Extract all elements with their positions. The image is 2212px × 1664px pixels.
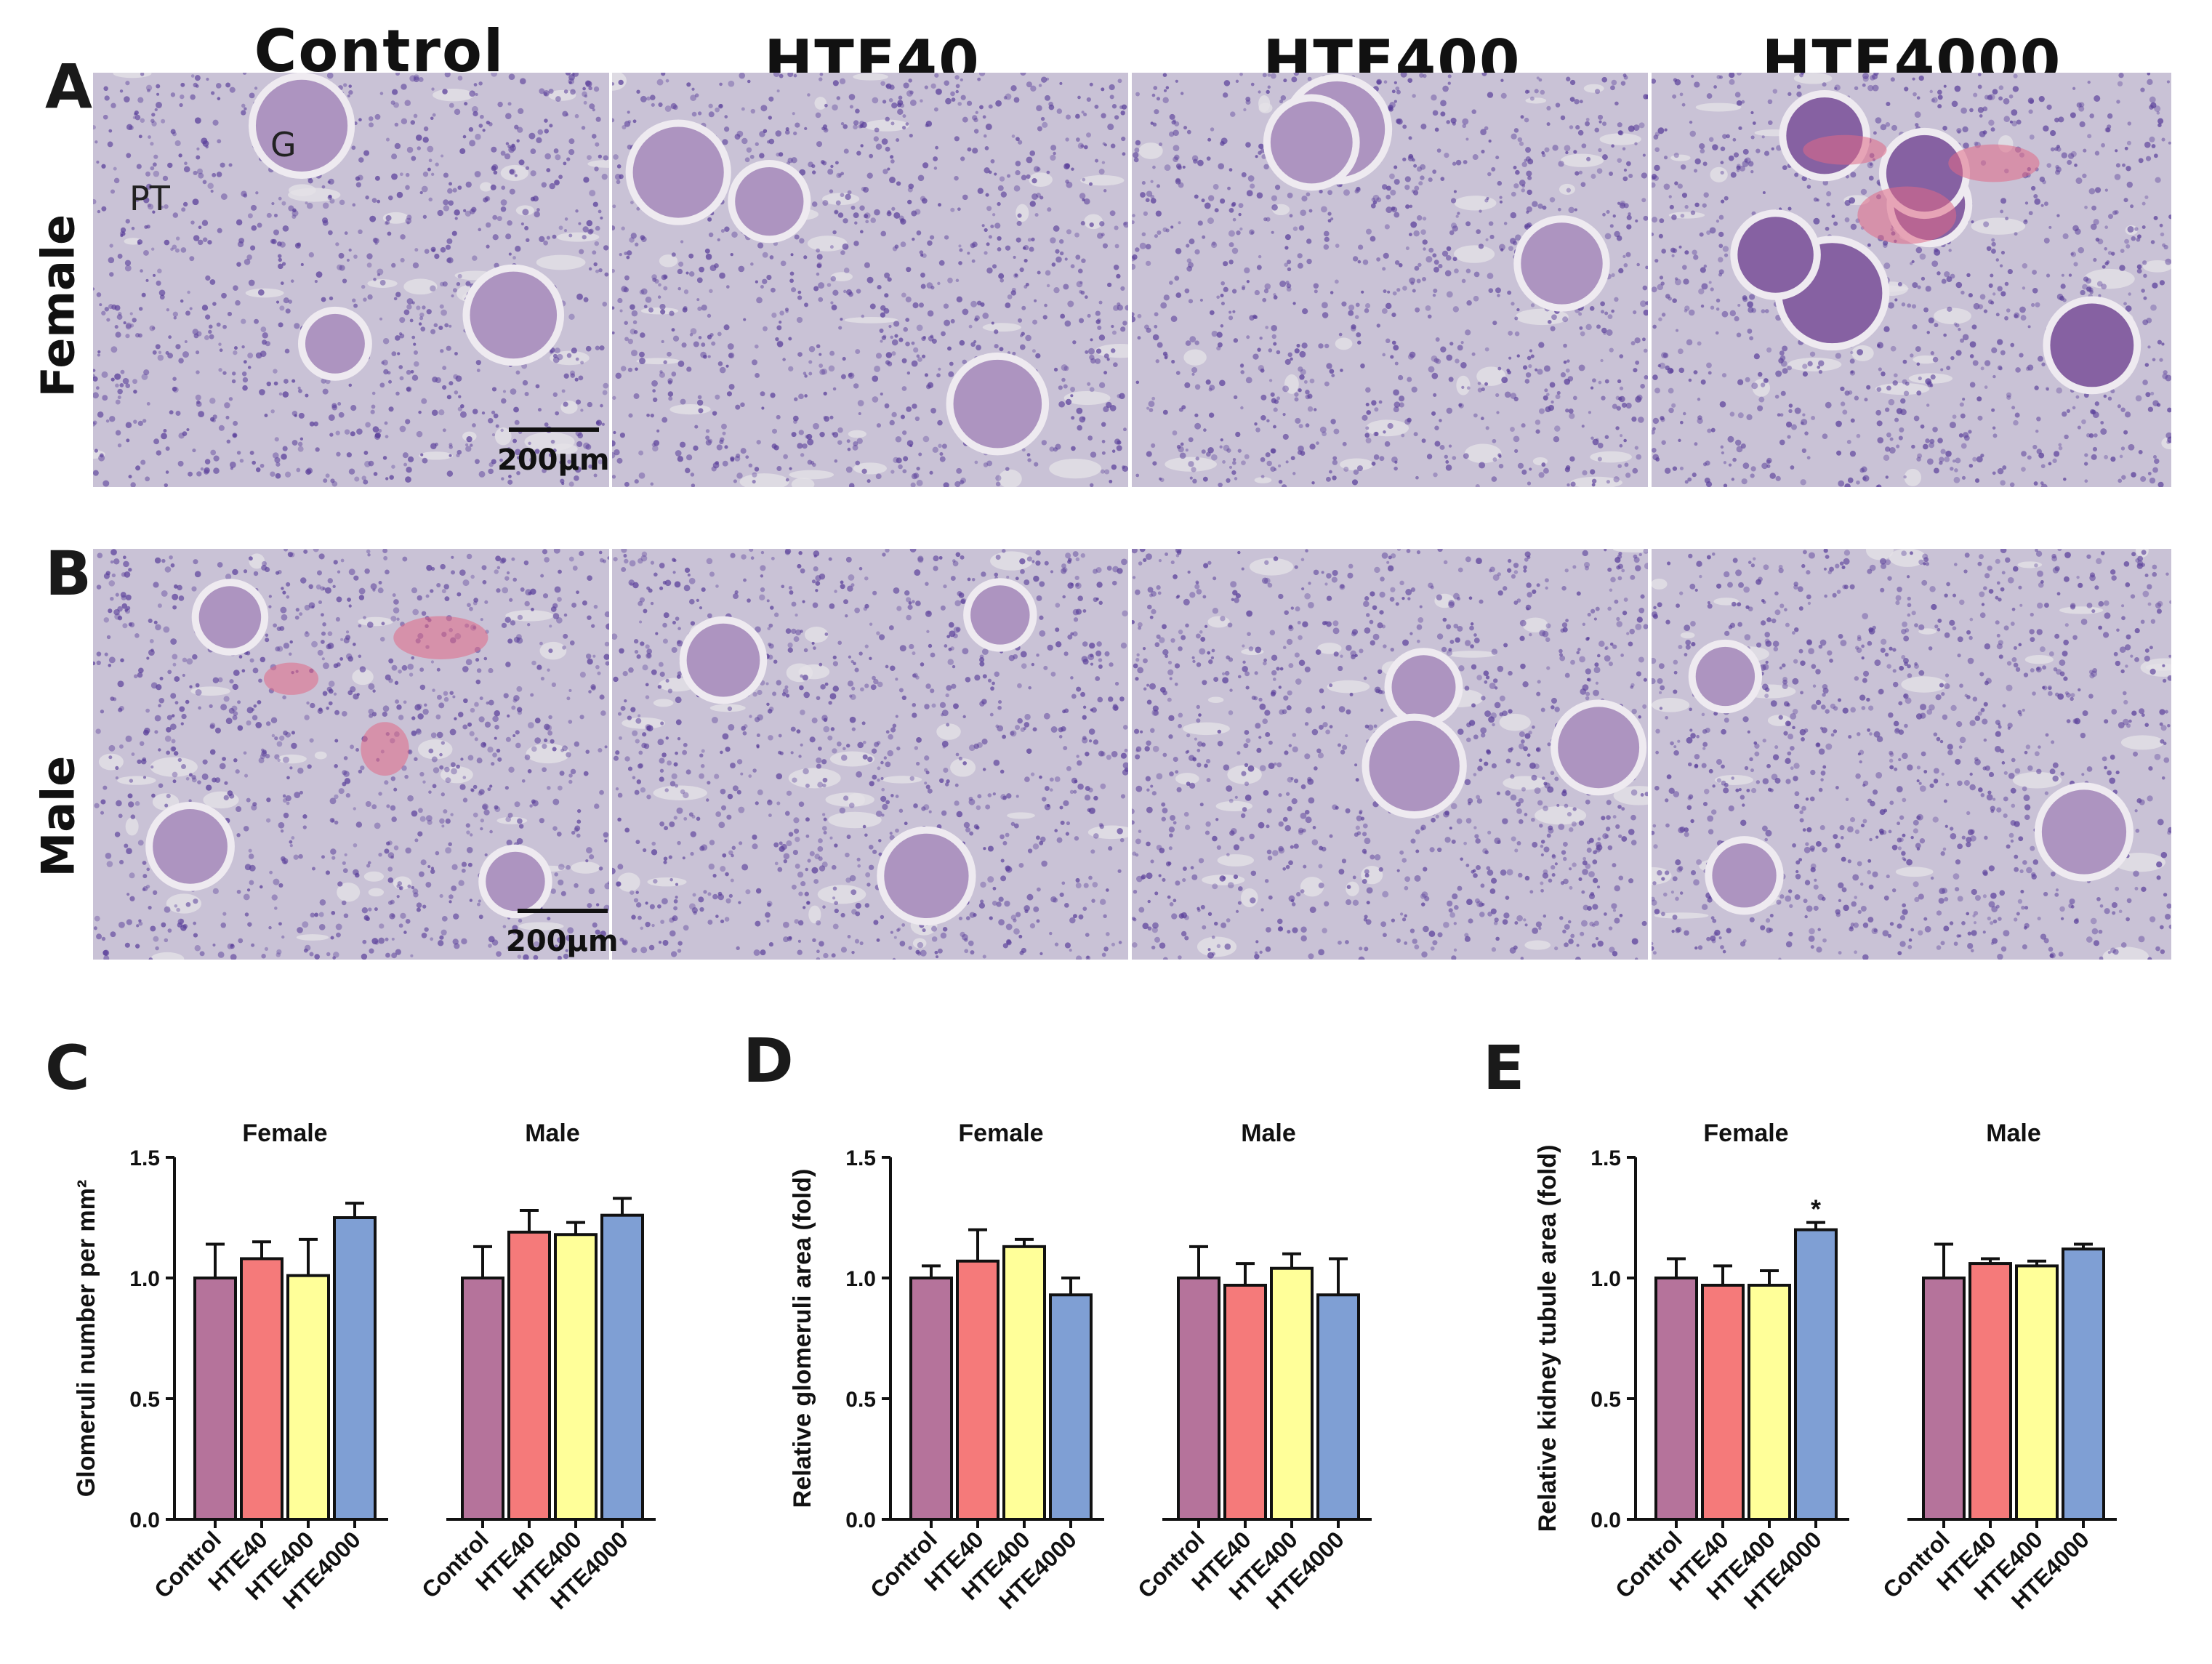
y-axis-label: Relative glomeruli area (fold) [789, 1169, 816, 1508]
bar-female-control [193, 1277, 237, 1521]
panel-letter-d: D [743, 1025, 794, 1096]
bar-female-hte400 [1748, 1283, 1791, 1521]
bar-male-hte400 [1270, 1266, 1314, 1521]
bar-male-hte400 [2015, 1264, 2059, 1521]
y-tick-label: 1.5 [1590, 1146, 1621, 1170]
y-tick-label: 1.0 [1590, 1267, 1621, 1291]
y-axis-label: Glomeruli number per mm² [73, 1180, 100, 1497]
y-tick-label: 0.5 [129, 1388, 160, 1412]
scale-bar-male [518, 909, 608, 913]
y-tick-label: 1.5 [845, 1146, 876, 1170]
scale-bar-label-female: 200µm [497, 443, 610, 477]
bar-male-hte4000 [1316, 1293, 1360, 1521]
micrograph-female-hte4000 [1652, 73, 2171, 487]
bar-male-control [1922, 1277, 1966, 1521]
group-label-male: Male [1241, 1120, 1296, 1147]
bar-female-hte4000 [1794, 1228, 1838, 1521]
y-tick-label: 0.5 [845, 1388, 876, 1412]
bar-male-hte40 [1223, 1283, 1267, 1521]
x-tick-label: Control [417, 1526, 494, 1603]
y-tick-label: 0.5 [1590, 1388, 1621, 1412]
y-tick-label: 0.0 [1590, 1508, 1621, 1532]
scale-bar-female [509, 427, 599, 432]
bar-female-hte4000 [1049, 1293, 1093, 1521]
scale-bar-label-male: 200µm [506, 925, 619, 958]
bar-female-hte400 [286, 1274, 330, 1521]
bar-female-control [1654, 1277, 1698, 1521]
x-tick-label: Control [1610, 1526, 1687, 1603]
micrograph-female-hte40 [612, 73, 1128, 487]
panel-letter-c: C [45, 1032, 90, 1104]
group-label-male: Male [1986, 1120, 2041, 1147]
y-tick-label: 1.0 [129, 1267, 160, 1291]
glomerulus-label: G [270, 125, 297, 164]
y-tick-label: 1.5 [129, 1146, 160, 1170]
x-tick-label: Control [1133, 1526, 1210, 1603]
panel-letter-b: B [45, 538, 92, 609]
bar-male-hte40 [1968, 1262, 2012, 1522]
bar-male-hte4000 [2062, 1247, 2105, 1521]
micrograph-female-hte400 [1132, 73, 1648, 487]
bar-female-hte40 [1701, 1283, 1745, 1521]
bar-male-hte400 [554, 1233, 598, 1522]
micrograph-male-hte40 [612, 549, 1128, 960]
micrograph-male-hte4000 [1652, 549, 2171, 960]
panel-letter-e: E [1483, 1032, 1525, 1104]
micrograph-female-control [93, 73, 609, 487]
bar-chart-glomeruli-area: Relative glomeruli area (fold) 0.0 0.5 1.0 1… [781, 1090, 1457, 1657]
group-label-female: Female [958, 1120, 1043, 1147]
bar-female-hte40 [240, 1257, 283, 1521]
x-tick-label: Control [149, 1526, 226, 1603]
y-axis-label: Relative kidney tubule area (fold) [1534, 1145, 1561, 1532]
y-tick-label: 0.0 [845, 1508, 876, 1532]
y-tick-label: 1.0 [845, 1267, 876, 1291]
bar-chart-tubule-area: Relative kidney tubule area (fold) 0.0 0.5… [1527, 1090, 2203, 1657]
micrograph-male-hte400 [1132, 549, 1648, 960]
row-label-male: Male [31, 755, 85, 877]
x-tick-label: Control [865, 1526, 942, 1603]
proximal-tubule-label: PT [129, 179, 170, 218]
chart-svg-d: Relative glomeruli area (fold) 0.0 0.5 1.0 1… [789, 1120, 1372, 1615]
row-label-female: Female [31, 214, 85, 398]
significance-marker: * [1811, 1194, 1821, 1224]
panel-letter-a: A [45, 51, 93, 122]
y-tick-label: 0.0 [129, 1508, 160, 1532]
bar-chart-glomeruli-number: Glomeruli number per mm² 0.0 0.5 1.0 1.5 Fema… [65, 1090, 734, 1657]
group-label-female: Female [242, 1120, 327, 1147]
bar-female-hte400 [1002, 1245, 1046, 1521]
x-tick-label: Control [1878, 1526, 1955, 1603]
group-label-female: Female [1703, 1120, 1788, 1147]
bar-male-hte40 [507, 1230, 551, 1521]
bar-female-hte4000 [333, 1216, 377, 1521]
micrograph-male-control [93, 549, 609, 960]
bar-male-control [461, 1277, 504, 1521]
bar-female-control [909, 1277, 953, 1521]
bar-male-hte4000 [600, 1213, 644, 1521]
chart-svg-e: Relative kidney tubule area (fold) 0.0 0.5… [1534, 1120, 2117, 1615]
bar-male-control [1177, 1277, 1220, 1521]
chart-svg-c: Glomeruli number per mm² 0.0 0.5 1.0 1.5 Fema… [73, 1120, 656, 1615]
group-label-male: Male [525, 1120, 580, 1147]
bar-female-hte40 [956, 1259, 1000, 1521]
